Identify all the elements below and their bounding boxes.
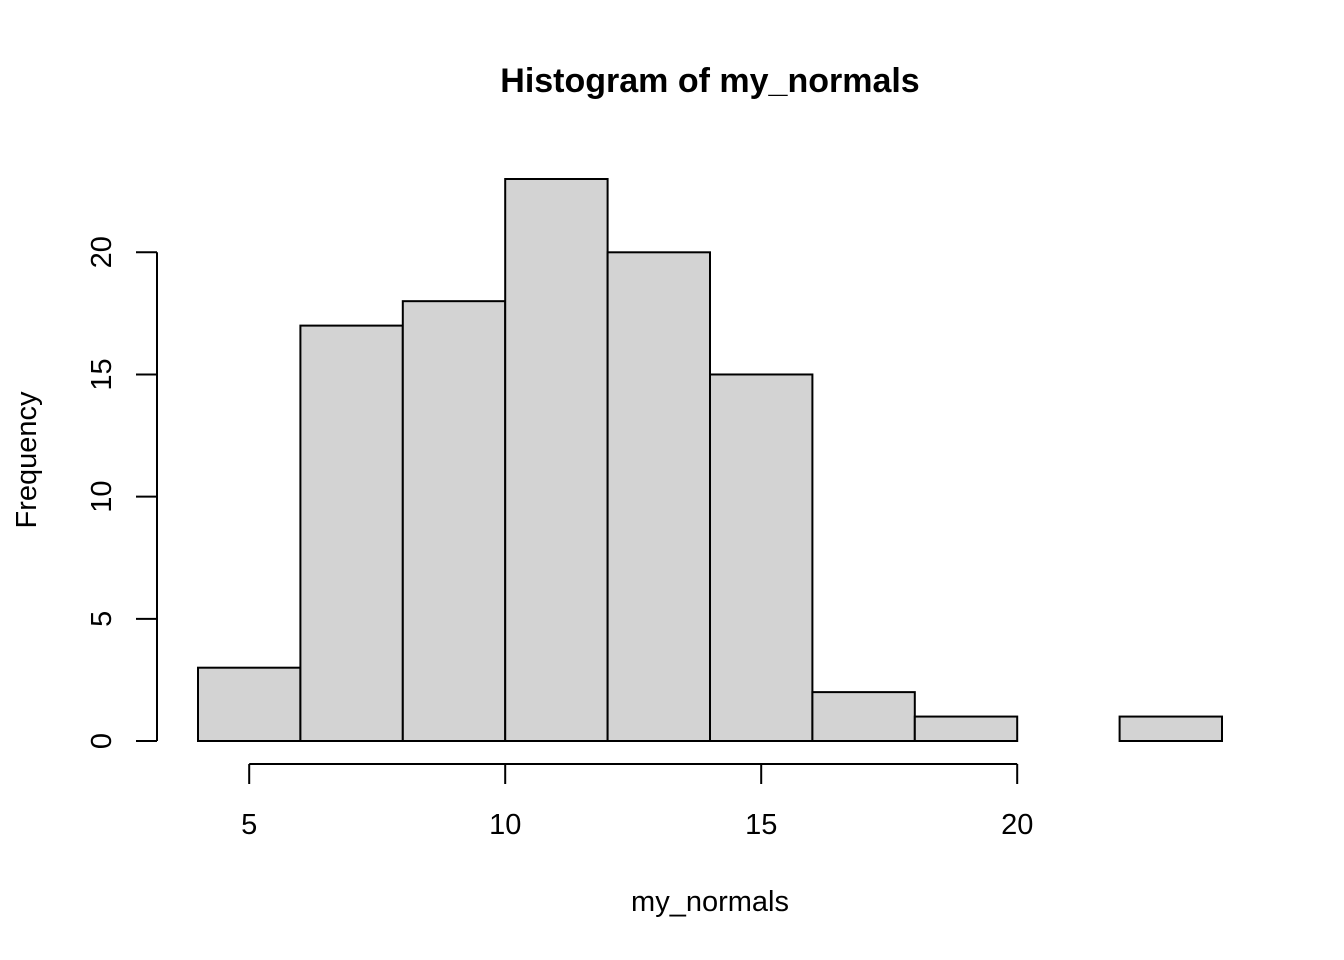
y-tick-label: 10 bbox=[86, 481, 118, 513]
histogram-bar bbox=[299, 324, 404, 742]
histogram-bar bbox=[913, 715, 1019, 743]
x-axis: 5 10 15 20 bbox=[241, 763, 1033, 841]
y-tick-label: 0 bbox=[86, 733, 118, 749]
x-tick-label: 15 bbox=[745, 809, 777, 841]
histogram-bar bbox=[606, 251, 711, 742]
x-axis-label: my_normals bbox=[631, 886, 789, 918]
histogram-bar bbox=[709, 373, 814, 742]
y-tick-label: 5 bbox=[86, 611, 118, 627]
bars-group bbox=[197, 178, 1223, 743]
histogram-bar bbox=[504, 178, 609, 742]
x-tick-label: 10 bbox=[489, 809, 521, 841]
histogram-bar bbox=[197, 666, 302, 743]
y-tick-label: 15 bbox=[86, 358, 118, 390]
histogram-bar bbox=[811, 691, 916, 742]
x-tick-label: 5 bbox=[241, 809, 257, 841]
histogram-bar bbox=[401, 300, 507, 742]
chart-title: Histogram of my_normals bbox=[500, 62, 919, 100]
y-axis: 0 5 10 15 20 bbox=[86, 236, 158, 749]
y-axis-label: Frequency bbox=[11, 391, 43, 529]
x-tick-label: 20 bbox=[1001, 809, 1033, 841]
histogram-bar bbox=[1118, 715, 1223, 743]
y-tick-label: 20 bbox=[86, 236, 118, 268]
